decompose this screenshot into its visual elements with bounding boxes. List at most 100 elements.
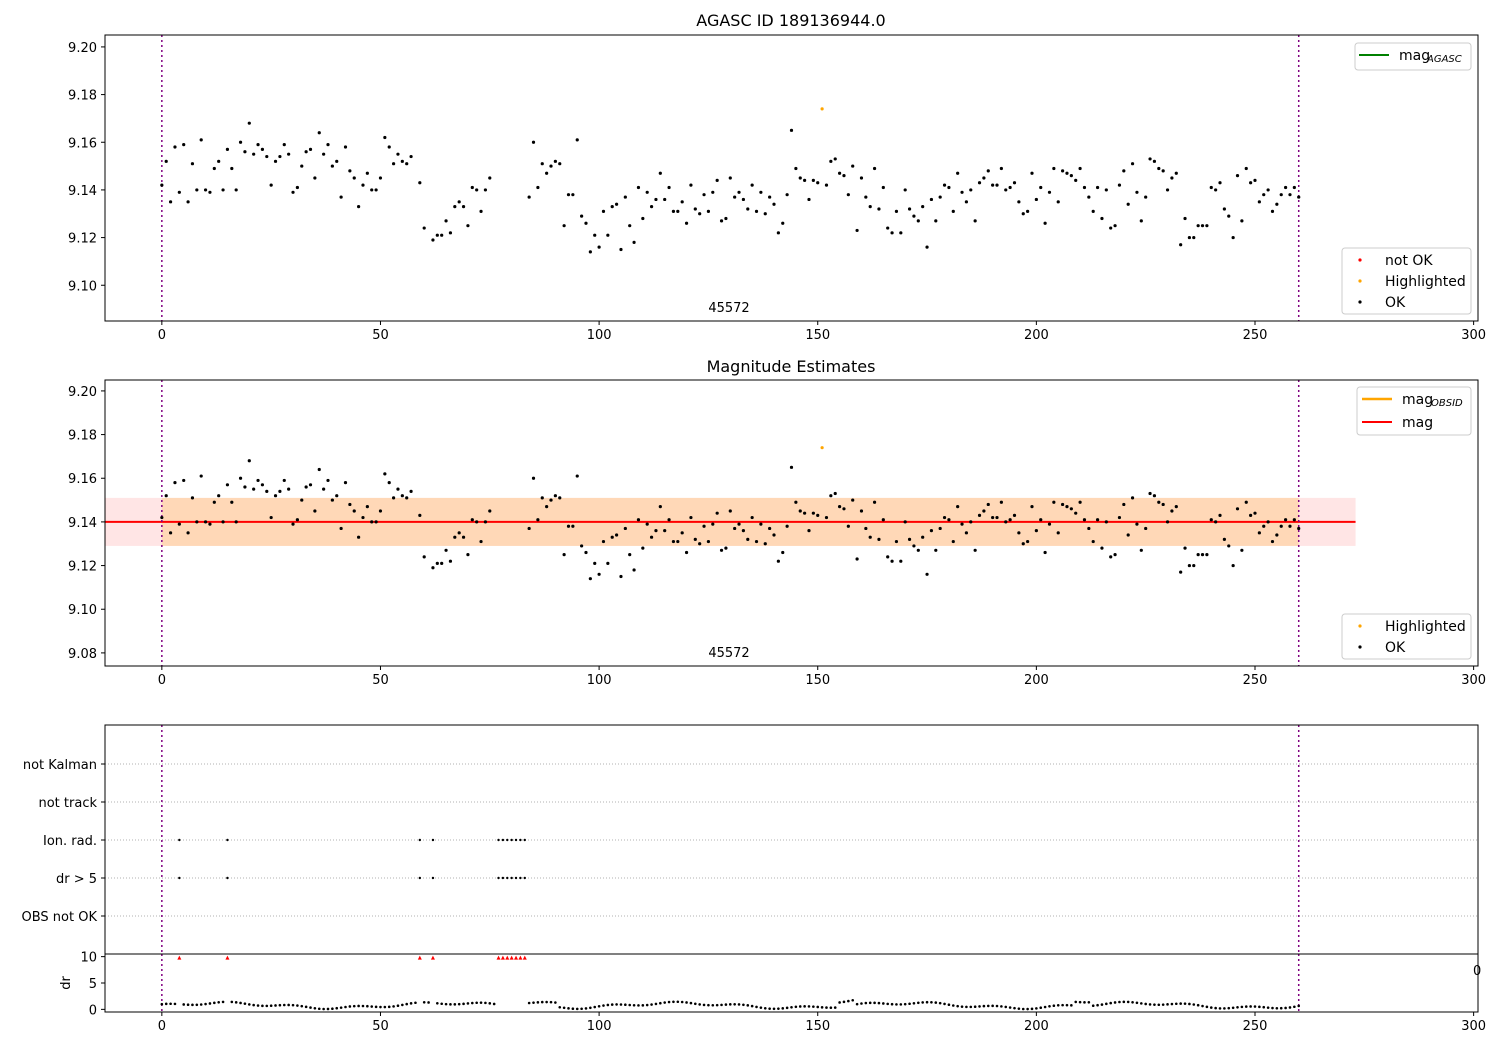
- dr-point: [1253, 1005, 1257, 1008]
- dr-point: [825, 1006, 828, 1009]
- dr-point: [1179, 1002, 1182, 1005]
- ok-point: [737, 522, 741, 526]
- ok-point: [418, 181, 422, 185]
- ok-point: [628, 553, 632, 557]
- ok-point: [1069, 174, 1073, 178]
- dr-point: [243, 1002, 247, 1005]
- ok-point: [702, 193, 706, 197]
- ok-point: [1214, 188, 1218, 192]
- ok-point: [746, 537, 750, 541]
- ok-point: [938, 526, 942, 531]
- ok-point: [326, 143, 330, 147]
- ok-point: [991, 183, 995, 187]
- dr-point: [908, 1002, 911, 1006]
- ok-point: [1087, 526, 1091, 531]
- ok-point: [1288, 193, 1292, 197]
- ok-point: [859, 509, 864, 513]
- ok-point: [357, 535, 361, 539]
- dr-point: [335, 1006, 339, 1010]
- ok-point: [667, 518, 671, 522]
- ok-point: [706, 539, 711, 544]
- ok-point: [724, 546, 728, 550]
- dr-clipped-marker: [225, 955, 230, 960]
- ok-point: [260, 147, 265, 151]
- ok-point: [676, 539, 680, 544]
- legend-label-obsid-sub: OBSID: [1431, 398, 1463, 409]
- ok-point: [991, 515, 995, 520]
- ok-point: [217, 159, 221, 163]
- ok-point: [951, 539, 955, 544]
- dr5-flag: [178, 876, 181, 880]
- dr-point: [1140, 1002, 1143, 1005]
- ok-point: [693, 207, 697, 211]
- dr-point: [1131, 1000, 1134, 1004]
- x-tick-label: 250: [1243, 1019, 1268, 1034]
- ok-point: [1047, 190, 1052, 194]
- dr-clipped-marker: [518, 955, 523, 960]
- ok-point: [1144, 526, 1148, 531]
- ok-point: [252, 487, 256, 491]
- panel-mag-frame: [104, 379, 1479, 667]
- dr-point: [615, 1003, 618, 1006]
- ok-point: [1030, 171, 1034, 175]
- dr-point: [1148, 1003, 1152, 1006]
- ok-point: [343, 481, 348, 485]
- ok-point: [1235, 507, 1240, 511]
- dr-point: [995, 1004, 999, 1008]
- ok-point: [654, 197, 658, 202]
- ok-point: [479, 539, 483, 544]
- dr-point: [195, 1003, 199, 1007]
- dr-point: [296, 1004, 299, 1007]
- ok-point: [313, 509, 317, 513]
- dr-point: [833, 1006, 837, 1009]
- ok-point: [1288, 524, 1292, 528]
- dr-point: [256, 1004, 260, 1007]
- dr-clipped-marker: [505, 955, 510, 960]
- ok-point: [549, 498, 553, 502]
- ok-point: [1170, 176, 1174, 180]
- ok-point: [278, 154, 282, 159]
- ok-point: [733, 195, 737, 199]
- ok-point: [829, 494, 833, 498]
- ok-point: [221, 520, 225, 524]
- ok-point: [234, 520, 238, 524]
- dr-point: [733, 1002, 736, 1006]
- ok-point: [925, 245, 929, 249]
- ok-point: [164, 494, 168, 498]
- dr-point: [1021, 1007, 1025, 1011]
- dr-point: [680, 1000, 684, 1004]
- ok-point: [1065, 505, 1069, 509]
- dr-point: [921, 1001, 924, 1004]
- x-tick-label: 300: [1461, 328, 1486, 343]
- ok-point: [1257, 200, 1261, 204]
- ok-point: [588, 577, 592, 581]
- ok-point: [719, 548, 724, 552]
- panel-dr-yaxis: 0 5 10: [80, 951, 105, 1018]
- dr-point: [484, 1001, 487, 1005]
- ok-point: [964, 200, 969, 204]
- ion-rad-flag: [523, 838, 526, 842]
- ok-point: [168, 531, 173, 535]
- ok-point: [597, 245, 601, 249]
- ok-point: [1043, 221, 1047, 225]
- ok-point: [553, 494, 557, 498]
- ion-rad-flag: [501, 838, 505, 842]
- ok-point: [199, 138, 203, 142]
- ok-point: [256, 478, 260, 483]
- ok-point: [715, 511, 719, 515]
- dr-point: [1153, 1003, 1156, 1006]
- dr-point: [1065, 1003, 1069, 1007]
- x-tick-label: 50: [372, 1019, 389, 1034]
- dr-point: [449, 1003, 452, 1006]
- ok-point: [1061, 169, 1065, 173]
- ok-point: [1200, 224, 1205, 228]
- ok-point: [671, 209, 676, 213]
- ok-point: [1192, 235, 1196, 240]
- ok-point: [182, 478, 186, 483]
- ok-point: [1148, 157, 1152, 161]
- ok-point: [1244, 166, 1248, 171]
- ok-point: [811, 178, 815, 182]
- dr-point: [1161, 1003, 1165, 1006]
- legend-marker-highlighted-2: [1358, 624, 1362, 628]
- ok-point: [1161, 169, 1165, 173]
